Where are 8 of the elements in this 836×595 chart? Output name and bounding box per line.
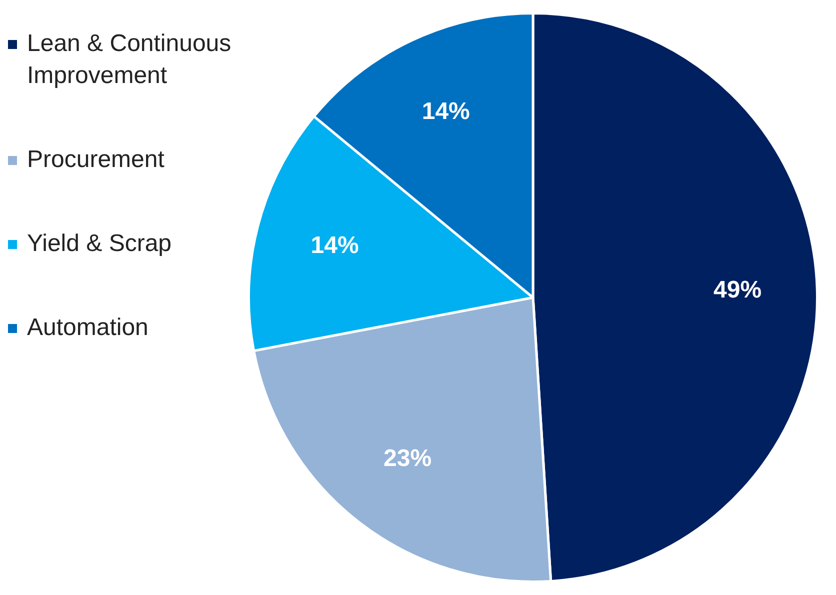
data-label: 23% (384, 444, 432, 472)
data-label: 14% (422, 98, 470, 125)
data-label: 49% (714, 276, 762, 304)
data-label: 14% (310, 232, 359, 260)
legend-label: Yield & Scrap (27, 229, 173, 259)
legend-label: Procurement (27, 145, 166, 175)
legend-label: Automation (27, 313, 150, 343)
legend-label: Lean & Continuous Improvement (27, 29, 232, 91)
